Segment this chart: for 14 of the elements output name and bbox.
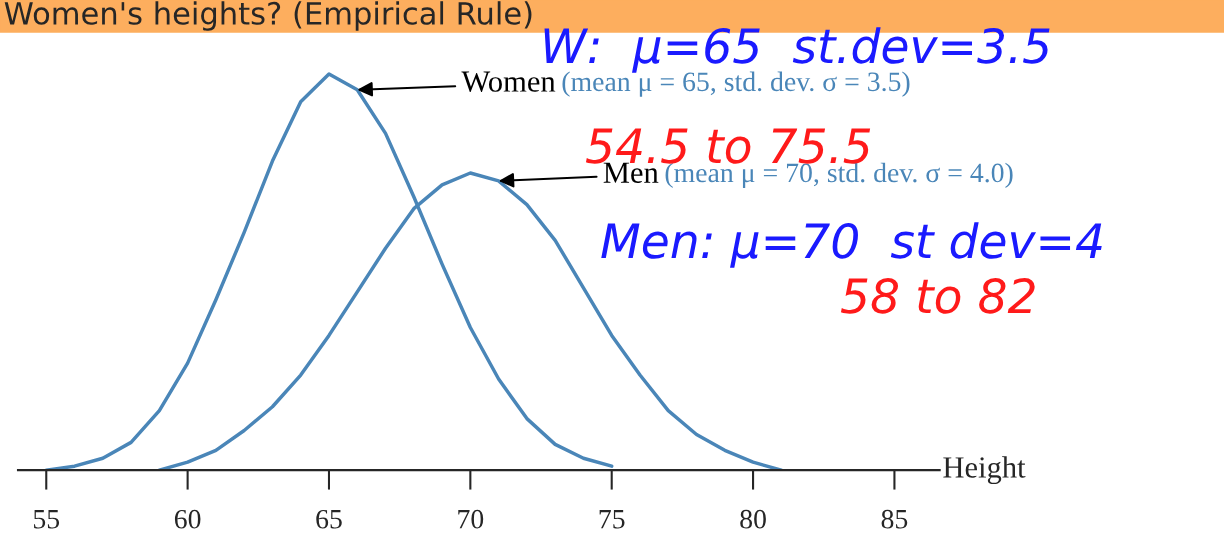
chart-title: Women's heights? (Empirical Rule) — [4, 1, 532, 31]
x-tick-label: 80 — [740, 509, 766, 529]
x-tick-label: 70 — [458, 509, 484, 529]
x-tick-label: 65 — [316, 509, 342, 529]
x-tick-label: 55 — [33, 510, 60, 529]
text: Men — [603, 162, 659, 183]
annotation: 54.5 to 75.5 — [585, 128, 871, 164]
annotation: 58 to 82 — [840, 277, 1035, 314]
x-tick-label: 85 — [881, 509, 908, 529]
annotation: Men: μ=70 st dev=4 — [601, 222, 1102, 268]
text: Women — [461, 71, 556, 93]
x-tick-label: 75 — [599, 510, 625, 529]
x-tick-label: 60 — [174, 509, 201, 529]
x-axis-title: Height — [943, 456, 1026, 485]
